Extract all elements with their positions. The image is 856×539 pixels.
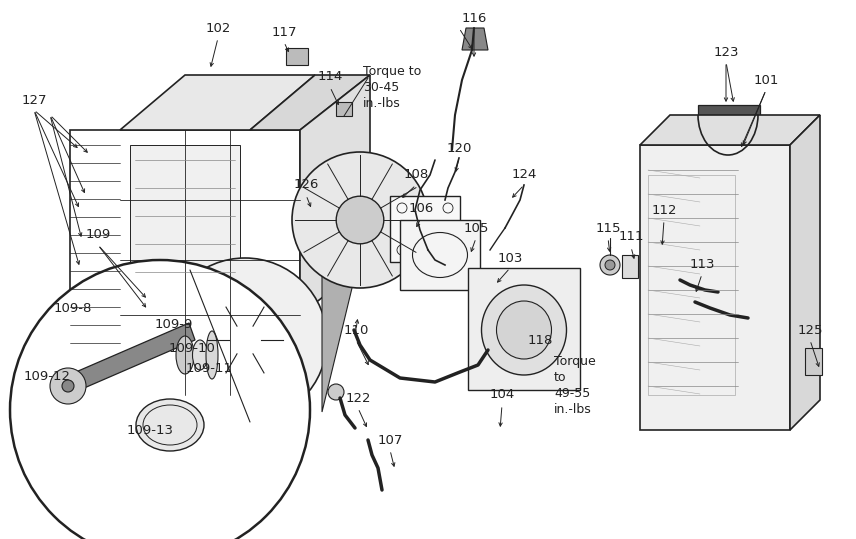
Ellipse shape: [481, 285, 567, 375]
Polygon shape: [336, 102, 352, 116]
Text: 124: 124: [511, 169, 537, 182]
Ellipse shape: [193, 340, 207, 370]
Text: 109-8: 109-8: [54, 301, 92, 314]
Polygon shape: [468, 268, 580, 390]
Text: Torque
to
49-55
in.-lbs: Torque to 49-55 in.-lbs: [554, 355, 596, 416]
Text: 107: 107: [377, 433, 402, 446]
Text: 111: 111: [618, 231, 644, 244]
Text: 118: 118: [527, 334, 553, 347]
Polygon shape: [120, 75, 315, 130]
Polygon shape: [390, 196, 460, 262]
Text: 102: 102: [205, 22, 230, 34]
Circle shape: [163, 258, 327, 422]
Text: 103: 103: [497, 252, 523, 265]
Text: 115: 115: [595, 222, 621, 234]
Text: 125: 125: [797, 323, 823, 336]
Text: 109: 109: [86, 229, 110, 241]
Circle shape: [600, 255, 620, 275]
Text: 108: 108: [403, 169, 429, 182]
Circle shape: [328, 384, 344, 400]
Ellipse shape: [136, 399, 204, 451]
Text: 109-13: 109-13: [127, 424, 174, 437]
Circle shape: [671, 273, 685, 287]
Text: 110: 110: [343, 323, 369, 336]
Polygon shape: [322, 185, 360, 412]
Ellipse shape: [176, 336, 194, 374]
Polygon shape: [462, 28, 488, 50]
Text: 106: 106: [408, 202, 434, 215]
Polygon shape: [286, 48, 308, 65]
Polygon shape: [62, 323, 195, 395]
Text: 101: 101: [753, 73, 779, 86]
Circle shape: [50, 368, 86, 404]
Text: 113: 113: [689, 258, 715, 271]
Polygon shape: [646, 238, 668, 288]
Circle shape: [336, 196, 383, 244]
Text: 104: 104: [490, 389, 514, 402]
Polygon shape: [400, 220, 480, 290]
Circle shape: [229, 324, 261, 356]
Circle shape: [605, 260, 615, 270]
Polygon shape: [300, 75, 370, 315]
Text: 116: 116: [461, 11, 487, 24]
Text: 109-10: 109-10: [169, 342, 216, 355]
Text: 117: 117: [271, 25, 297, 38]
Circle shape: [62, 380, 74, 392]
Text: 123: 123: [713, 45, 739, 59]
Text: 109-9: 109-9: [155, 319, 193, 331]
Polygon shape: [698, 105, 760, 120]
Text: 109-11: 109-11: [186, 362, 233, 375]
Text: 126: 126: [294, 178, 318, 191]
Ellipse shape: [206, 331, 218, 379]
Polygon shape: [250, 75, 370, 130]
Text: 122: 122: [345, 391, 371, 404]
Text: 112: 112: [651, 204, 677, 217]
Text: 120: 120: [446, 142, 472, 155]
Polygon shape: [790, 115, 820, 430]
Text: 127: 127: [21, 93, 47, 107]
Polygon shape: [70, 130, 300, 395]
Polygon shape: [622, 255, 638, 278]
Polygon shape: [805, 348, 822, 375]
Text: 105: 105: [463, 222, 489, 234]
Circle shape: [292, 152, 428, 288]
Polygon shape: [640, 145, 790, 430]
Text: Torque to
30-45
in.-lbs: Torque to 30-45 in.-lbs: [363, 65, 421, 110]
Ellipse shape: [496, 301, 551, 359]
Circle shape: [10, 260, 310, 539]
Text: 114: 114: [318, 71, 342, 84]
Text: 109-12: 109-12: [23, 370, 70, 383]
Polygon shape: [640, 115, 820, 145]
Polygon shape: [130, 145, 240, 310]
